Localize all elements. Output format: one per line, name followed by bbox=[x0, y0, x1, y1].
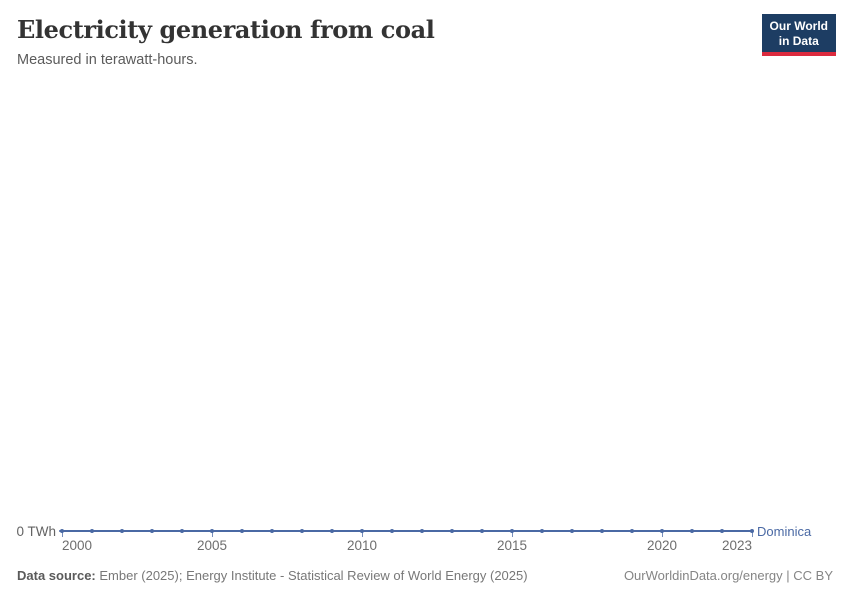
series-line-dominica[interactable] bbox=[59, 530, 752, 532]
data-point-2006[interactable] bbox=[240, 529, 244, 533]
data-source-note: Data source: Ember (2025); Energy Instit… bbox=[17, 568, 528, 583]
y-axis-zero-label: 0 TWh bbox=[16, 524, 56, 539]
x-axis-tick-2015 bbox=[512, 532, 513, 537]
x-axis-tick-2020 bbox=[662, 532, 663, 537]
data-point-2023[interactable] bbox=[750, 529, 754, 533]
data-point-2013[interactable] bbox=[450, 529, 454, 533]
data-point-2000[interactable] bbox=[60, 529, 64, 533]
license-note[interactable]: OurWorldinData.org/energy | CC BY bbox=[623, 568, 833, 583]
x-axis-tick-2010 bbox=[362, 532, 363, 537]
data-point-2022[interactable] bbox=[720, 529, 724, 533]
series-label-dominica[interactable]: Dominica bbox=[757, 524, 812, 539]
data-point-2002[interactable] bbox=[120, 529, 124, 533]
x-axis-label-2000: 2000 bbox=[62, 538, 93, 553]
data-point-2014[interactable] bbox=[480, 529, 484, 533]
data-point-2019[interactable] bbox=[630, 529, 634, 533]
data-point-2004[interactable] bbox=[180, 529, 184, 533]
data-point-2005[interactable] bbox=[210, 529, 214, 533]
x-axis-tick-2000 bbox=[62, 532, 63, 537]
data-point-2016[interactable] bbox=[540, 529, 544, 533]
x-axis-label-2005: 2005 bbox=[196, 538, 228, 553]
x-axis-label-2010: 2010 bbox=[346, 538, 378, 553]
data-source-label: Data source: bbox=[17, 568, 96, 583]
data-point-2009[interactable] bbox=[330, 529, 334, 533]
data-point-2003[interactable] bbox=[150, 529, 154, 533]
owid-logo-text-line1: Our World bbox=[769, 19, 828, 33]
data-point-2001[interactable] bbox=[90, 529, 94, 533]
chart-title: Electricity generation from coal bbox=[17, 15, 435, 44]
x-axis-tick-2023 bbox=[752, 532, 753, 537]
chart-subtitle: Measured in terawatt-hours. bbox=[17, 52, 198, 68]
data-point-2017[interactable] bbox=[570, 529, 574, 533]
data-point-2020[interactable] bbox=[660, 529, 664, 533]
x-axis-label-2020: 2020 bbox=[646, 538, 678, 553]
x-axis-label-2023: 2023 bbox=[721, 538, 752, 553]
x-axis-label-2015: 2015 bbox=[496, 538, 528, 553]
data-source-text: Ember (2025); Energy Institute - Statist… bbox=[95, 568, 528, 583]
data-point-2010[interactable] bbox=[360, 529, 364, 533]
data-point-2007[interactable] bbox=[270, 529, 274, 533]
owid-logo[interactable]: Our World in Data bbox=[761, 14, 836, 56]
owid-logo-text-line2: in Data bbox=[778, 33, 819, 48]
data-point-2008[interactable] bbox=[300, 529, 304, 533]
data-point-2012[interactable] bbox=[420, 529, 424, 533]
data-point-2021[interactable] bbox=[690, 529, 694, 533]
x-axis-tick-2005 bbox=[212, 532, 213, 537]
data-point-2018[interactable] bbox=[600, 529, 604, 533]
data-point-2015[interactable] bbox=[510, 529, 514, 533]
data-point-2011[interactable] bbox=[390, 529, 394, 533]
